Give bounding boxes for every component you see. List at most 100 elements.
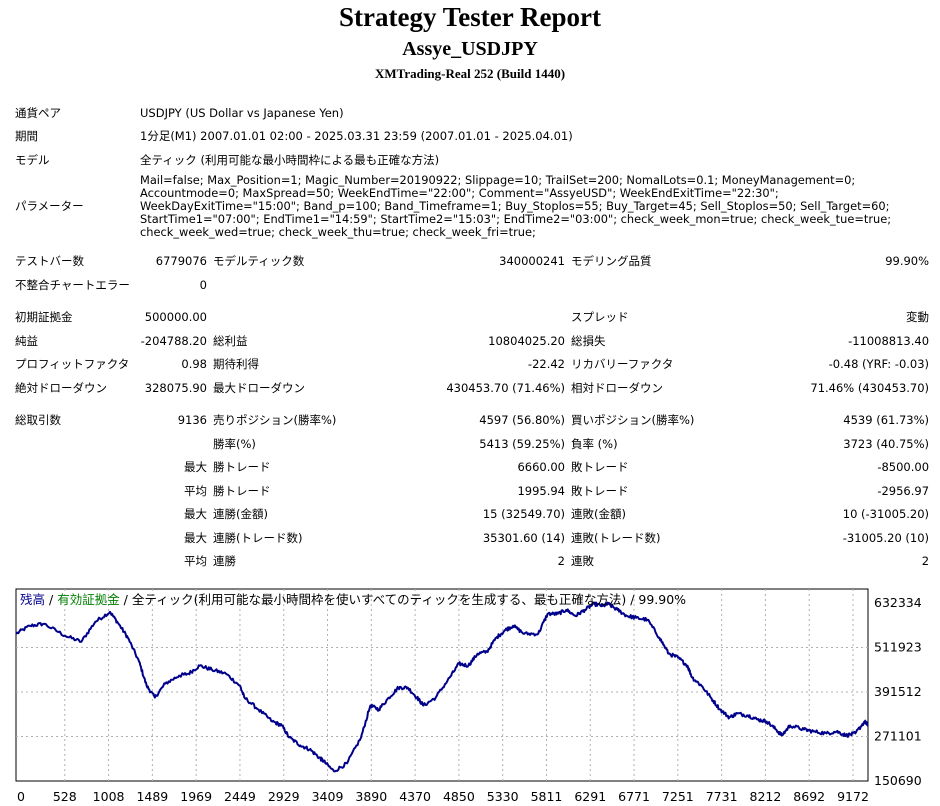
bars-label: テストバー数 — [15, 254, 84, 269]
row-pf: プロフィットファクタ 0.98 期待利得 -22.42 リカバリーファクタ -0… — [12, 353, 932, 377]
row-mismatch: 不整合チャートエラー 0 — [12, 273, 932, 297]
long-label: 買いポジション(勝率%) — [571, 413, 695, 428]
row-average: 平均 勝トレード 1995.94 敗トレード -2956.97 — [12, 479, 932, 503]
x-tick-label: 6771 — [618, 789, 650, 804]
payoff-value: -22.42 — [527, 357, 565, 372]
gross-loss-value: -11008813.40 — [848, 333, 930, 348]
plot-frame — [15, 588, 869, 782]
rel-dd-value: 71.46% (430453.70) — [810, 380, 930, 395]
legend-rest: / 全ティック(利用可能な最小時間枠を使いすべてのティックを生成する、最も正確な… — [120, 592, 686, 607]
avg-win-label: 勝トレード — [213, 483, 271, 498]
deposit-label: 初期証拠金 — [15, 310, 73, 325]
x-tick-label: 1008 — [93, 789, 125, 804]
cons-wins-cnt-label: 連勝(トレード数) — [213, 530, 303, 545]
cons-wins-amt-label: 連勝(金額) — [213, 507, 268, 522]
row-cons-cnt: 最大 連勝(トレード数) 35301.60 (14) 連敗(トレード数) -31… — [12, 526, 932, 550]
row-winrate: 勝率(%) 5413 (59.25%) 負率 (%) 3723 (40.75%) — [12, 432, 932, 456]
grid — [16, 589, 868, 781]
avg-cons-wins-value: 2 — [557, 554, 565, 569]
x-tick-label: 8212 — [750, 789, 782, 804]
largest-win-label: 勝トレード — [213, 460, 271, 475]
x-tick-label: 2929 — [268, 789, 300, 804]
period-value: 1分足(M1) 2007.01.01 02:00 - 2025.03.31 23… — [140, 129, 573, 144]
loss-value: 3723 (40.75%) — [843, 436, 930, 451]
row-params: パラメーター Mail=false; Max_Position=1; Magic… — [12, 172, 932, 241]
max-word: 最大 — [184, 530, 207, 545]
row-deposit: 初期証拠金 500000.00 スプレッド 変動 — [12, 306, 932, 330]
row-dd: 絶対ドローダウン 328075.90 最大ドローダウン 430453.70 (7… — [12, 376, 932, 400]
avg-win-value: 1995.94 — [517, 483, 565, 498]
row-net: 純益 -204788.20 総利益 10804025.20 総損失 -11008… — [12, 329, 932, 353]
largest-win-value: 6660.00 — [517, 460, 565, 475]
largest-loss-label: 敗トレード — [571, 460, 629, 475]
x-axis-labels: 0 528 1008 1489 1969 2449 2929 3409 3890 4370 4850… — [17, 789, 869, 804]
y-tick-label: 271101 — [874, 729, 922, 744]
loss-label: 負率 (%) — [571, 436, 618, 451]
x-tick-label: 9172 — [837, 789, 869, 804]
win-label: 勝率(%) — [213, 436, 256, 451]
server-info: XMTrading-Real 252 (Build 1440) — [374, 66, 566, 81]
ea-name: Assye_USDJPY — [402, 38, 538, 60]
x-tick-label: 528 — [53, 789, 77, 804]
bars-value: 6779076 — [155, 254, 207, 269]
spread-value: 変動 — [906, 310, 930, 325]
spread-label: スプレッド — [571, 310, 629, 325]
mismatch-label: 不整合チャートエラー — [15, 277, 130, 292]
avg-word: 平均 — [184, 483, 207, 498]
cons-losses-amt-label: 連敗(金額) — [571, 507, 626, 522]
ticks-label: モデルティック数 — [213, 254, 305, 269]
row-trades: 総取引数 9136 売りポジション(勝率%) 4597 (56.80%) 買いポ… — [12, 409, 932, 433]
params-label: パラメーター — [15, 199, 84, 213]
report-table: 通貨ペア USDJPY (US Dollar vs Japanese Yen) … — [12, 101, 932, 573]
quality-label: モデリング品質 — [571, 254, 652, 269]
gross-profit-label: 総利益 — [213, 333, 248, 348]
payoff-label: 期待利得 — [213, 357, 259, 372]
recovery-label: リカバリーファクタ — [571, 357, 674, 372]
x-tick-label: 0 — [17, 789, 25, 804]
cons-wins-amt-value: 15 (32549.70) — [482, 507, 565, 522]
y-tick-label: 150690 — [874, 773, 922, 788]
model-label: モデル — [15, 152, 50, 167]
net-label: 純益 — [15, 333, 38, 348]
row-avg-cons: 平均 連勝 2 連敗 2 — [12, 550, 932, 574]
largest-loss-value: -8500.00 — [877, 460, 930, 475]
x-tick-label: 5811 — [531, 789, 563, 804]
mismatch-value: 0 — [199, 277, 207, 292]
avg-word: 平均 — [184, 554, 207, 569]
max-dd-value: 430453.70 (71.46%) — [446, 380, 565, 395]
symbol-label: 通貨ペア — [15, 105, 61, 120]
report-title: Strategy Tester Report — [339, 2, 601, 32]
legend-equity: 有効証拠金 — [57, 592, 120, 607]
abs-dd-value: 328075.90 — [144, 380, 207, 395]
y-tick-label: 391512 — [874, 684, 922, 699]
y-tick-label: 511923 — [874, 640, 922, 655]
cons-wins-cnt-value: 35301.60 (14) — [482, 530, 565, 545]
x-tick-label: 4850 — [443, 789, 475, 804]
row-symbol: 通貨ペア USDJPY (US Dollar vs Japanese Yen) — [12, 101, 932, 125]
chart-legend: 残高 / 有効証拠金 / 全ティック(利用可能な最小時間枠を使いすべてのティック… — [20, 592, 686, 607]
row-model: モデル 全ティック (利用可能な最小時間枠による最も正確な方法) — [12, 148, 932, 172]
avg-cons-wins-label: 連勝 — [213, 554, 236, 569]
cons-losses-amt-value: 10 (-31005.20) — [842, 507, 930, 522]
cons-losses-cnt-label: 連敗(トレード数) — [571, 530, 661, 545]
balance-series-line — [15, 601, 869, 773]
balance-chart: 632334 511923 391512 271101 150690 0 528 1008 1… — [15, 588, 922, 804]
x-tick-label: 1489 — [136, 789, 168, 804]
avg-loss-label: 敗トレード — [571, 483, 629, 498]
x-tick-label: 7251 — [662, 789, 694, 804]
cons-losses-cnt-value: -31005.20 (10) — [842, 530, 930, 545]
quality-value: 99.90% — [885, 254, 930, 269]
avg-cons-losses-value: 2 — [921, 554, 930, 569]
row-largest: 最大 勝トレード 6660.00 敗トレード -8500.00 — [12, 456, 932, 480]
x-tick-label: 1969 — [180, 789, 212, 804]
deposit-value: 500000.00 — [144, 310, 207, 325]
ticks-value: 340000241 — [499, 254, 565, 269]
symbol-value: USDJPY (US Dollar vs Japanese Yen) — [140, 105, 344, 120]
net-value: -204788.20 — [140, 333, 207, 348]
x-tick-label: 6291 — [574, 789, 606, 804]
x-tick-label: 3409 — [312, 789, 344, 804]
period-label: 期間 — [15, 129, 38, 144]
x-tick-label: 2449 — [224, 789, 256, 804]
trades-value: 9136 — [177, 413, 207, 428]
max-dd-label: 最大ドローダウン — [213, 380, 305, 395]
